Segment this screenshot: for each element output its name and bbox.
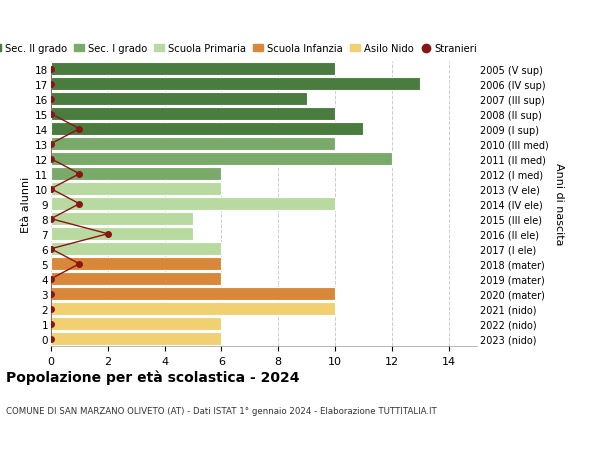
Bar bbox=[51, 63, 335, 76]
Legend: Sec. II grado, Sec. I grado, Scuola Primaria, Scuola Infanzia, Asilo Nido, Stran: Sec. II grado, Sec. I grado, Scuola Prim… bbox=[0, 44, 478, 54]
Bar bbox=[51, 243, 221, 256]
Bar bbox=[51, 168, 221, 181]
Bar bbox=[51, 93, 307, 106]
Bar bbox=[51, 108, 335, 121]
Bar bbox=[51, 318, 221, 330]
Bar bbox=[51, 332, 221, 346]
Bar bbox=[51, 273, 221, 286]
Bar bbox=[51, 78, 420, 91]
Text: Popolazione per età scolastica - 2024: Popolazione per età scolastica - 2024 bbox=[6, 369, 299, 384]
Bar bbox=[51, 123, 364, 136]
Y-axis label: Età alunni: Età alunni bbox=[21, 176, 31, 232]
Bar bbox=[51, 302, 335, 316]
Bar bbox=[51, 287, 335, 301]
Bar bbox=[51, 228, 193, 241]
Bar bbox=[51, 138, 335, 151]
Text: COMUNE DI SAN MARZANO OLIVETO (AT) - Dati ISTAT 1° gennaio 2024 - Elaborazione T: COMUNE DI SAN MARZANO OLIVETO (AT) - Dat… bbox=[6, 406, 437, 415]
Y-axis label: Anni di nascita: Anni di nascita bbox=[554, 163, 564, 246]
Bar bbox=[51, 257, 221, 271]
Bar bbox=[51, 198, 335, 211]
Bar bbox=[51, 153, 392, 166]
Bar bbox=[51, 183, 221, 196]
Bar bbox=[51, 213, 193, 226]
